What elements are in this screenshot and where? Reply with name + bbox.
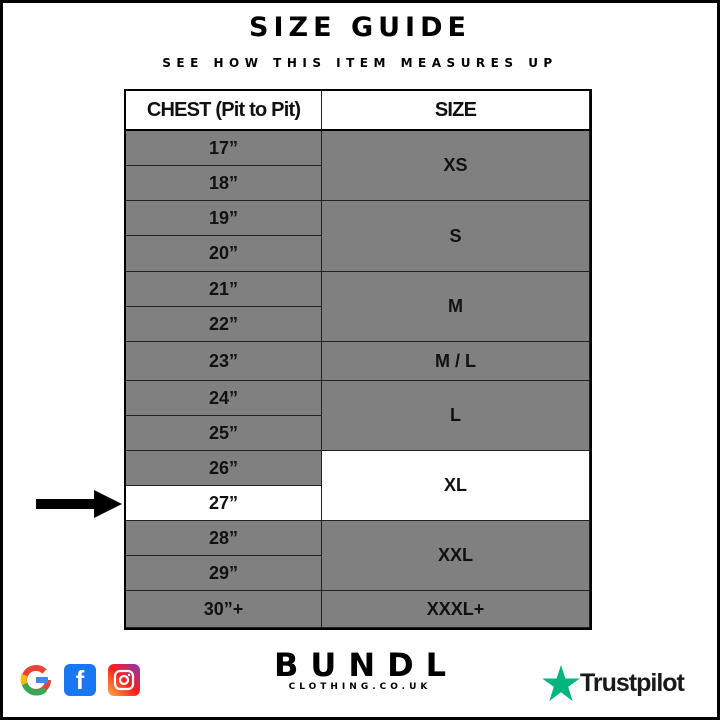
trustpilot-text: Trustpilot bbox=[580, 668, 685, 697]
arrow-icon bbox=[36, 490, 122, 518]
chest-cell: 30”+ bbox=[126, 591, 322, 628]
chest-cell: 25” bbox=[126, 416, 322, 451]
page-title: SIZE GUIDE bbox=[249, 12, 471, 43]
chest-cell: 17” bbox=[126, 131, 322, 166]
page-subtitle: SEE HOW THIS ITEM MEASURES UP bbox=[162, 56, 558, 70]
chest-cell: 19” bbox=[126, 201, 322, 236]
instagram-icon[interactable] bbox=[108, 664, 140, 696]
facebook-icon[interactable]: f bbox=[64, 664, 96, 696]
size-cell: XXXL+ bbox=[322, 591, 590, 628]
size-cell: L bbox=[322, 381, 590, 451]
size-cell: XL bbox=[322, 451, 590, 521]
size-table: CHEST (Pit to Pit) SIZE 17” 18” 19” 20” 21” 22”… bbox=[124, 89, 592, 630]
social-icons: f bbox=[20, 664, 140, 696]
header-size: SIZE bbox=[322, 91, 590, 131]
chest-cell: 22” bbox=[126, 307, 322, 342]
chest-cell: 26” bbox=[126, 451, 322, 486]
trustpilot-logo[interactable]: Trustpilot bbox=[542, 665, 685, 701]
size-cell: M bbox=[322, 272, 590, 342]
header-chest: CHEST (Pit to Pit) bbox=[126, 91, 322, 131]
size-cell: XXL bbox=[322, 521, 590, 591]
chest-cell: 28” bbox=[126, 521, 322, 556]
brand-logo: BUNDL CLOTHING.CO.UK bbox=[250, 648, 470, 692]
google-icon[interactable] bbox=[20, 664, 52, 696]
chest-cell: 20” bbox=[126, 236, 322, 272]
size-cell: S bbox=[322, 201, 590, 272]
chest-cell: 18” bbox=[126, 166, 322, 201]
chest-cell: 24” bbox=[126, 381, 322, 416]
chest-cell: 23” bbox=[126, 342, 322, 381]
brand-site: CLOTHING.CO.UK bbox=[288, 682, 432, 692]
chest-cell: 29” bbox=[126, 556, 322, 591]
size-cell: XS bbox=[322, 131, 590, 201]
brand-name: BUNDL bbox=[273, 646, 459, 684]
chest-cell: 21” bbox=[126, 272, 322, 307]
size-cell: M / L bbox=[322, 342, 590, 381]
chest-cell: 27” bbox=[126, 486, 322, 521]
trustpilot-star-icon bbox=[542, 665, 580, 701]
